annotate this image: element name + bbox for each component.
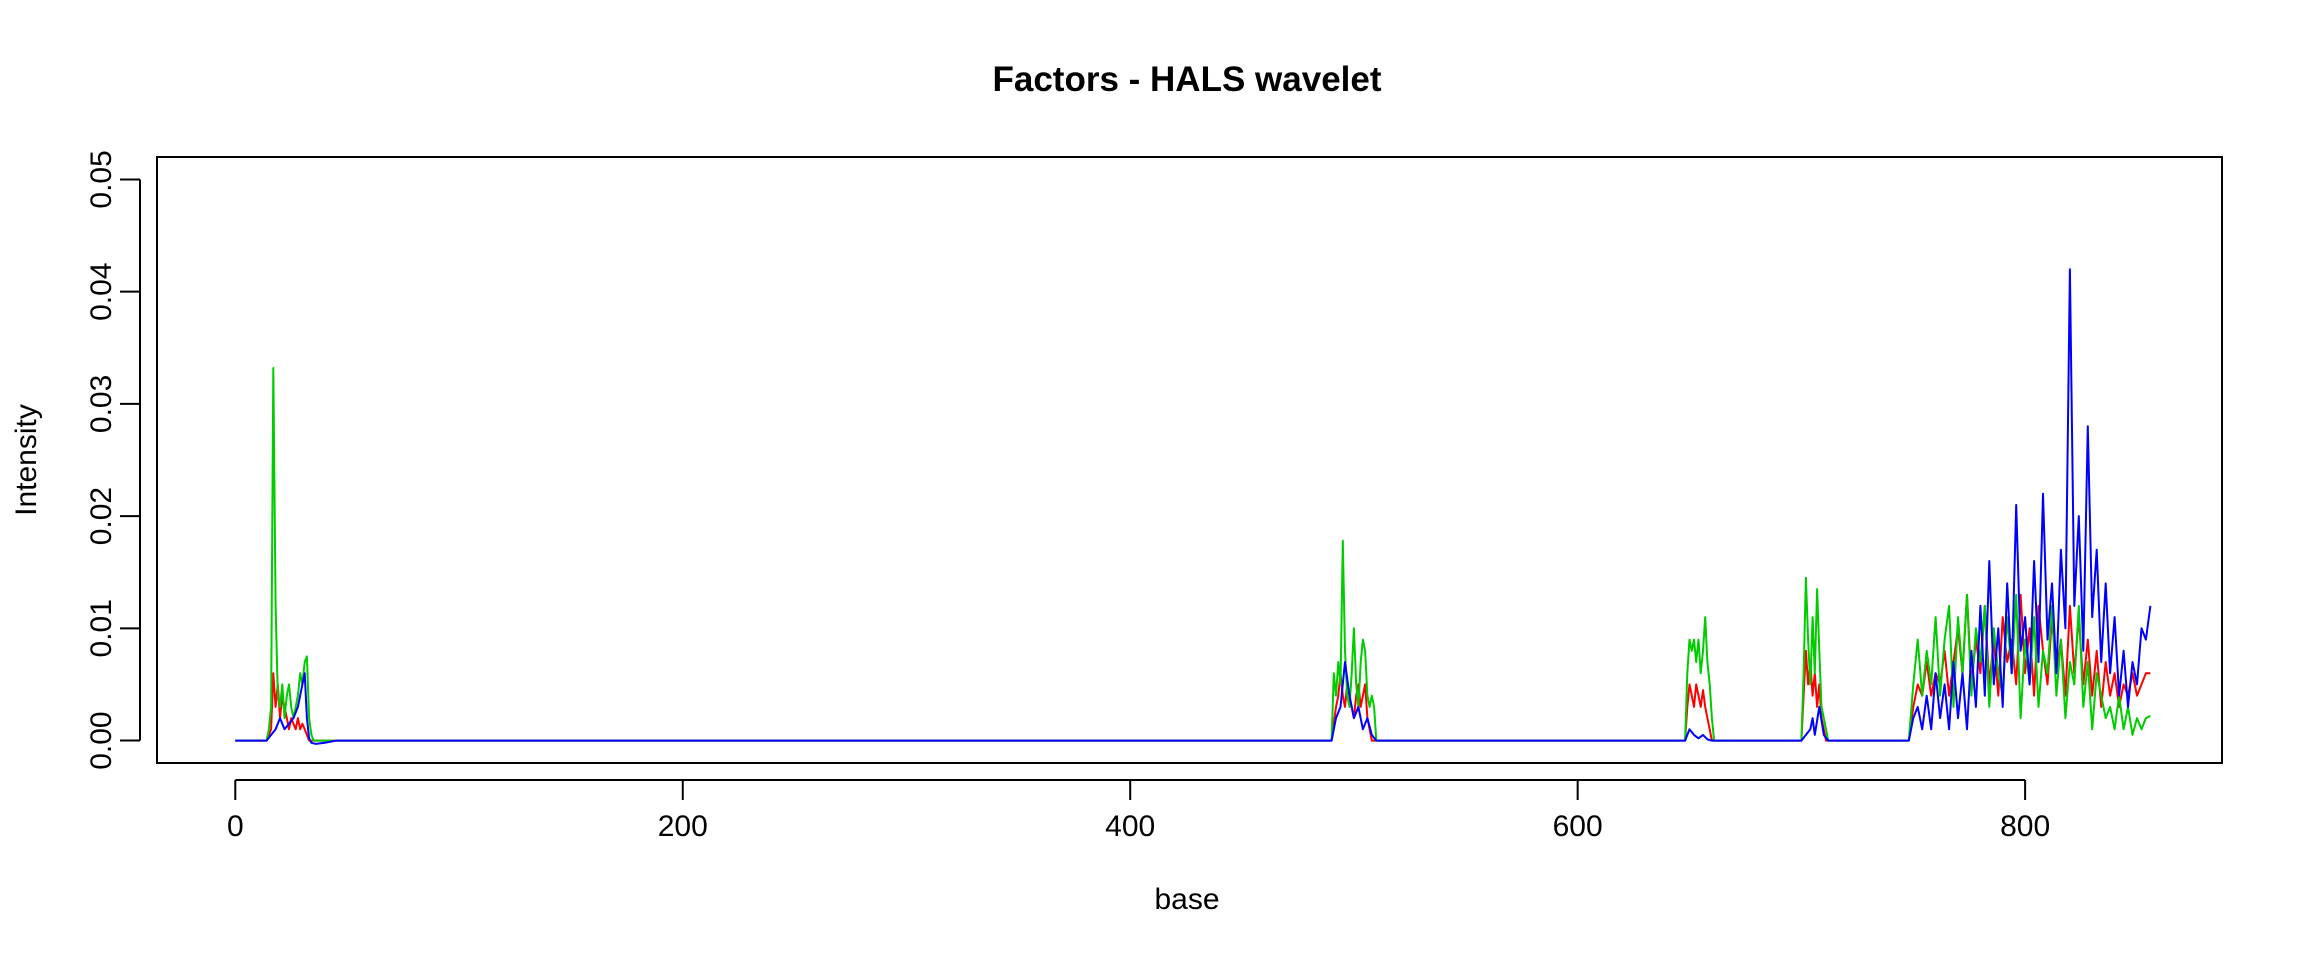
plot-frame: [157, 157, 2222, 763]
y-axis-label: Intensity: [10, 404, 43, 516]
y-tick-label: 0.02: [85, 487, 118, 545]
y-axis: 0.00 0.01 0.02 0.03 0.04 0.05: [85, 150, 140, 770]
series-line-1: [235, 595, 2150, 741]
x-tick-label: 200: [658, 810, 708, 843]
x-tick-label: 400: [1105, 810, 1155, 843]
x-axis: 0 200 400 600 800: [227, 780, 2050, 843]
y-tick-label: 0.04: [85, 263, 118, 321]
chart-title: Factors - HALS wavelet: [993, 60, 1382, 99]
series-line-3: [235, 269, 2150, 744]
x-axis-label: base: [1154, 883, 1219, 916]
y-tick-label: 0.03: [85, 375, 118, 433]
y-tick-label: 0.01: [85, 599, 118, 657]
series-layer: [235, 269, 2150, 744]
series-line-2: [235, 368, 2150, 741]
x-tick-label: 0: [227, 810, 244, 843]
y-tick-label: 0.00: [85, 711, 118, 769]
y-tick-label: 0.05: [85, 150, 118, 208]
x-tick-label: 600: [1553, 810, 1603, 843]
x-tick-label: 800: [2000, 810, 2050, 843]
